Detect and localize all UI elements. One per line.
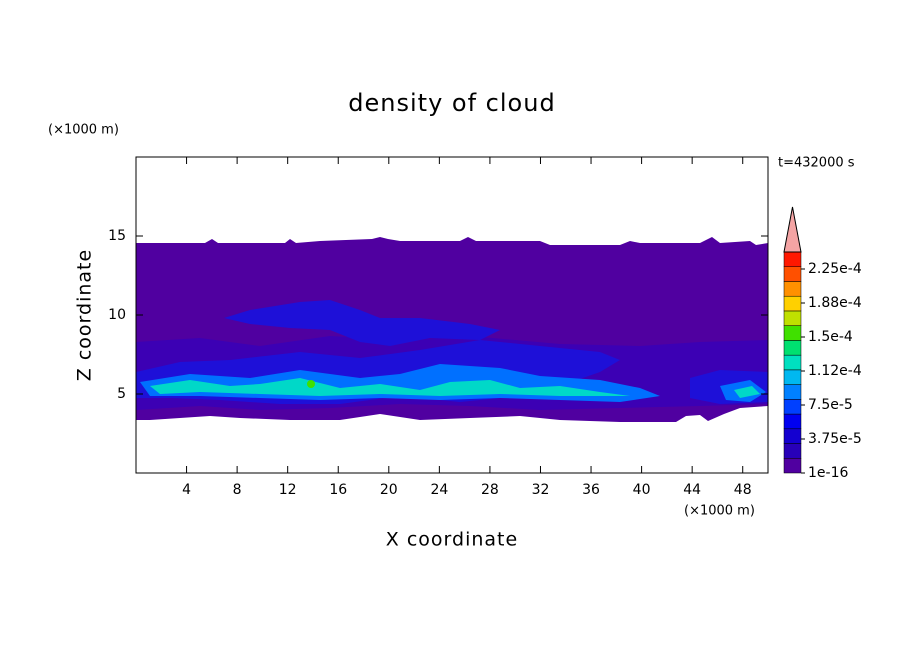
x-tick-label: 32 — [532, 482, 550, 498]
x-tick-label: 48 — [734, 482, 752, 498]
cloud-peak — [150, 378, 760, 398]
colorbar-label: 2.25e-4 — [808, 261, 862, 277]
x-unit: (×1000 m) — [684, 504, 755, 519]
colorbar-band — [783, 413, 802, 430]
x-tick-label: 12 — [279, 482, 297, 498]
colorbar-band — [783, 369, 802, 385]
colorbar-band — [783, 266, 802, 282]
colorbar-band — [783, 251, 802, 267]
x-tick-label: 24 — [430, 482, 448, 498]
colorbar-band — [783, 428, 802, 444]
annotation: t=432000 s — [778, 156, 855, 171]
colorbar-band — [783, 325, 802, 341]
colorbar-label: 1.5e-4 — [808, 329, 853, 345]
x-tick-label: 16 — [329, 482, 347, 498]
colorbar-label: 1e-16 — [808, 465, 848, 481]
x-tick-label: 44 — [683, 482, 701, 498]
colorbar-band — [783, 281, 802, 297]
colorbar-label: 1.12e-4 — [808, 363, 862, 379]
colorbar-band — [783, 310, 802, 326]
colorbar-label: 7.5e-5 — [808, 397, 853, 413]
cloud-upper — [224, 300, 500, 346]
cloud-max — [307, 380, 315, 388]
x-tick-label: 8 — [233, 482, 242, 498]
colorbar-band — [783, 384, 802, 400]
y-tick-label: 5 — [117, 386, 126, 402]
colorbar-band — [783, 354, 802, 371]
contour-field — [136, 237, 768, 422]
colorbar-extend — [783, 206, 802, 253]
colorbar-band — [783, 295, 802, 312]
y-axis-label: Z coordinate — [74, 249, 96, 381]
colorbar-label: 1.88e-4 — [808, 295, 862, 311]
colorbar-label: 3.75e-5 — [808, 431, 862, 447]
colorbar-band — [783, 443, 802, 459]
y-tick-label: 10 — [108, 307, 126, 323]
colorbar-band — [783, 399, 802, 415]
x-axis-label: X coordinate — [386, 529, 518, 551]
x-tick-label: 36 — [582, 482, 600, 498]
y-tick-label: 15 — [108, 228, 126, 244]
x-tick-label: 28 — [481, 482, 499, 498]
x-tick-label: 4 — [182, 482, 191, 498]
x-tick-label: 20 — [380, 482, 398, 498]
colorbar-band — [783, 458, 802, 474]
y-unit: (×1000 m) — [48, 123, 119, 138]
x-tick-label: 40 — [633, 482, 651, 498]
colorbar-band — [783, 340, 802, 356]
chart-title: density of cloud — [348, 89, 555, 117]
